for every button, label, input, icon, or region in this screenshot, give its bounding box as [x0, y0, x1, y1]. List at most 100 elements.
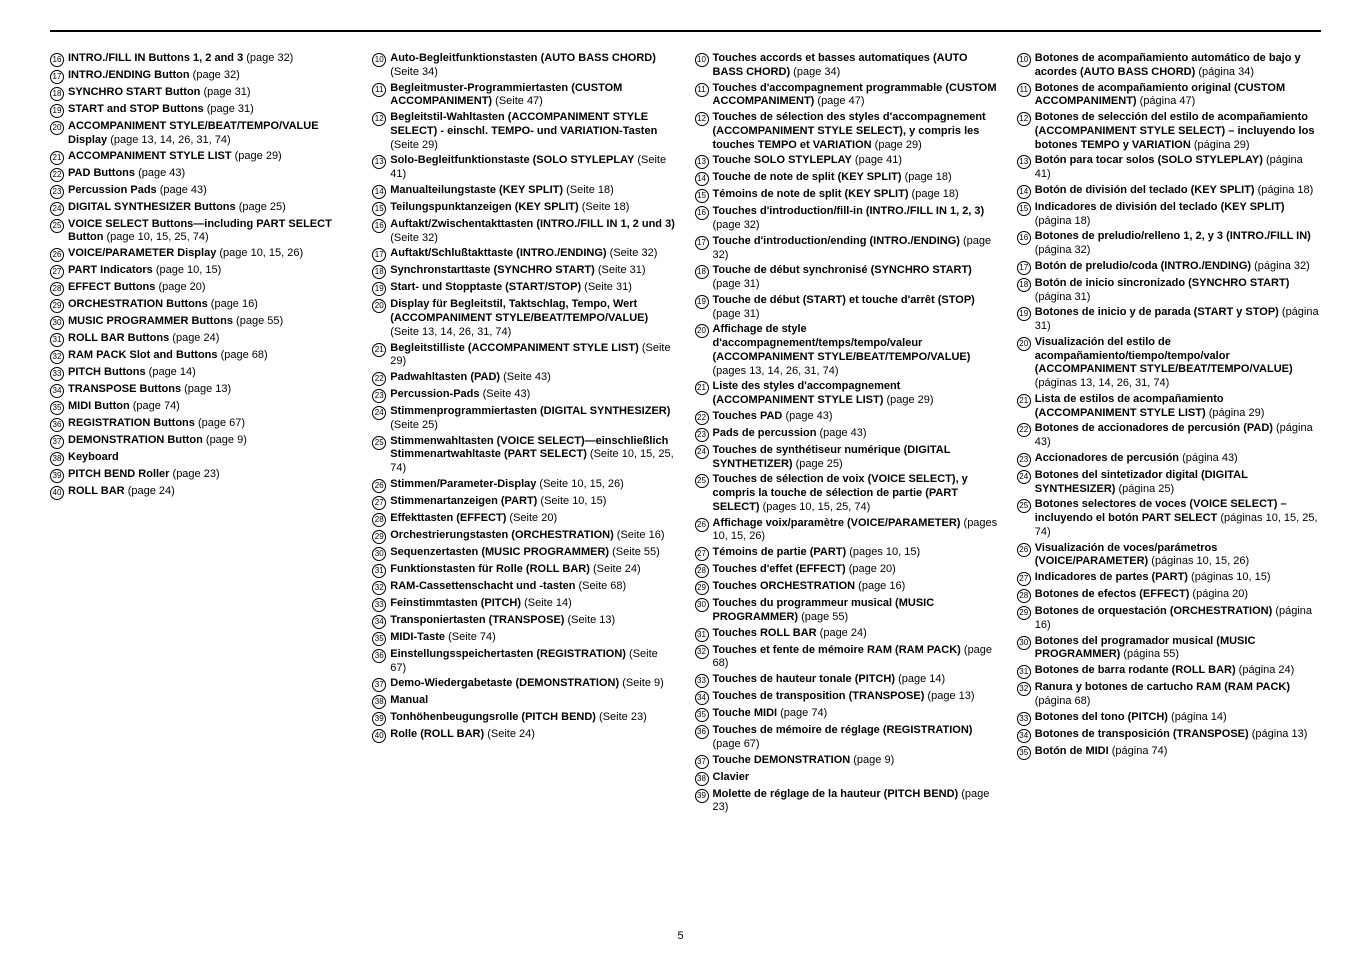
item-text: Botón de división del teclado (KEY SPLIT… — [1035, 184, 1321, 198]
item-text: Botones de transposición (TRANSPOSE) (pá… — [1035, 728, 1321, 742]
item-text: Visualización del estilo de acompañamien… — [1035, 336, 1321, 391]
item-text: Touche de début (START) et touche d'arrê… — [713, 294, 999, 322]
circled-number: 19 — [695, 295, 709, 309]
circled-number: 22 — [50, 168, 64, 182]
item-text: VOICE SELECT Buttons—including PART SELE… — [68, 218, 354, 246]
circled-number: 17 — [50, 70, 64, 84]
list-item: 36REGISTRATION Buttons (page 67) — [50, 417, 354, 432]
column-spanish: 10Botones de acompañamiento automático d… — [1017, 52, 1321, 817]
item-text: Manual — [390, 694, 676, 708]
item-text: Padwahltasten (PAD) (Seite 43) — [390, 371, 676, 385]
circled-number: 27 — [1017, 572, 1031, 586]
circled-number: 13 — [372, 155, 386, 169]
item-text: EFFECT Buttons (page 20) — [68, 281, 354, 295]
list-item: 11Touches d'accompagnement programmable … — [695, 82, 999, 110]
circled-number: 22 — [695, 411, 709, 425]
item-text: Auto-Begleitfunktionstasten (AUTO BASS C… — [390, 52, 676, 80]
list-item: 29Orchestrierungstasten (ORCHESTRATION) … — [372, 529, 676, 544]
circled-number: 21 — [695, 381, 709, 395]
circled-number: 20 — [50, 121, 64, 135]
item-text: Funktionstasten für Rolle (ROLL BAR) (Se… — [390, 563, 676, 577]
circled-number: 23 — [50, 185, 64, 199]
circled-number: 24 — [695, 445, 709, 459]
list-item: 15Témoins de note de split (KEY SPLIT) (… — [695, 188, 999, 203]
list-item: 26Visualización de voces/parámetros (VOI… — [1017, 542, 1321, 570]
item-text: Visualización de voces/parámetros (VOICE… — [1035, 542, 1321, 570]
horizontal-rule — [50, 30, 1321, 32]
list-item: 33Feinstimmtasten (PITCH) (Seite 14) — [372, 597, 676, 612]
list-item: 21Lista de estilos de acompañamiento (AC… — [1017, 393, 1321, 421]
item-text: Effekttasten (EFFECT) (Seite 20) — [390, 512, 676, 526]
circled-number: 35 — [1017, 746, 1031, 760]
item-text: Botones del programador musical (MUSIC P… — [1035, 635, 1321, 663]
list-item: 38 Keyboard — [50, 451, 354, 466]
circled-number: 20 — [1017, 337, 1031, 351]
item-text: Témoins de note de split (KEY SPLIT) (pa… — [713, 188, 999, 202]
item-text: Botones de selección del estilo de acomp… — [1035, 111, 1321, 152]
item-text: Touches d'effet (EFFECT) (page 20) — [713, 563, 999, 577]
item-text: Touches ROLL BAR (page 24) — [713, 627, 999, 641]
item-text: ROLL BAR (page 24) — [68, 485, 354, 499]
circled-number: 19 — [1017, 307, 1031, 321]
list-item: 10Botones de acompañamiento automático d… — [1017, 52, 1321, 80]
circled-number: 24 — [372, 406, 386, 420]
item-text: Botones de barra rodante (ROLL BAR) (pág… — [1035, 664, 1321, 678]
circled-number: 33 — [1017, 712, 1031, 726]
item-text: Botones de inicio y de parada (START y S… — [1035, 306, 1321, 334]
item-text: Botones de accionadores de percusión (PA… — [1035, 422, 1321, 450]
item-text: Indicadores de partes (PART) (páginas 10… — [1035, 571, 1321, 585]
circled-number: 31 — [372, 564, 386, 578]
list-item: 31Botones de barra rodante (ROLL BAR) (p… — [1017, 664, 1321, 679]
item-text: Touche de note de split (KEY SPLIT) (pag… — [713, 171, 999, 185]
list-item: 12Begleitstil-Wahltasten (ACCOMPANIMENT … — [372, 111, 676, 152]
circled-number: 22 — [1017, 423, 1031, 437]
list-item: 13Botón para tocar solos (SOLO STYLEPLAY… — [1017, 154, 1321, 182]
item-text: ROLL BAR Buttons (page 24) — [68, 332, 354, 346]
circled-number: 25 — [50, 219, 64, 233]
item-text: Keyboard — [68, 451, 354, 465]
list-item: 34Touches de transposition (TRANSPOSE) (… — [695, 690, 999, 705]
item-text: Touches de transposition (TRANSPOSE) (pa… — [713, 690, 999, 704]
circled-number: 37 — [695, 755, 709, 769]
list-item: 14 Botón de división del teclado (KEY SPL… — [1017, 184, 1321, 199]
circled-number: 16 — [372, 219, 386, 233]
item-text: Botones de orquestación (ORCHESTRATION) … — [1035, 605, 1321, 633]
circled-number: 18 — [1017, 278, 1031, 292]
item-text: Orchestrierungstasten (ORCHESTRATION) (S… — [390, 529, 676, 543]
circled-number: 34 — [1017, 729, 1031, 743]
circled-number: 23 — [695, 428, 709, 442]
list-item: 33PITCH Buttons (page 14) — [50, 366, 354, 381]
item-text: Tonhöhenbeugungsrolle (PITCH BEND) (Seit… — [390, 711, 676, 725]
list-item: 23Percussion-Pads (Seite 43) — [372, 388, 676, 403]
item-text: Botón para tocar solos (SOLO STYLEPLAY) … — [1035, 154, 1321, 182]
circled-number: 21 — [372, 343, 386, 357]
list-item: 19 Botones de inicio y de parada (START y… — [1017, 306, 1321, 334]
column-english: 16INTRO./FILL IN Buttons 1, 2 and 3 (pag… — [50, 52, 354, 817]
list-item: 11Botones de acompañamiento original (CU… — [1017, 82, 1321, 110]
list-item: 35Touche MIDI (page 74) — [695, 707, 999, 722]
item-text: Botón de inicio sincronizado (SYNCHRO ST… — [1035, 277, 1321, 305]
circled-number: 38 — [50, 452, 64, 466]
item-text: Touche de début synchronisé (SYNCHRO STA… — [713, 264, 999, 292]
circled-number: 34 — [50, 384, 64, 398]
item-text: Touches accords et basses automatiques (… — [713, 52, 999, 80]
item-text: RAM PACK Slot and Buttons (page 68) — [68, 349, 354, 363]
circled-number: 38 — [372, 695, 386, 709]
list-item: 30Botones del programador musical (MUSIC… — [1017, 635, 1321, 663]
list-item: 17Botón de preludio/coda (INTRO./ENDING)… — [1017, 260, 1321, 275]
circled-number: 29 — [50, 299, 64, 313]
column-french: 10Touches accords et basses automatiques… — [695, 52, 999, 817]
list-item: 21Begleitstilliste (ACCOMPANIMENT STYLE … — [372, 342, 676, 370]
circled-number: 14 — [1017, 185, 1031, 199]
item-text: Manualteilungstaste (KEY SPLIT) (Seite 1… — [390, 184, 676, 198]
list-item: 11Begleitmuster-Programmiertasten (CUSTO… — [372, 82, 676, 110]
item-text: Touches de sélection des styles d'accomp… — [713, 111, 999, 152]
list-item: 27 Indicadores de partes (PART) (páginas … — [1017, 571, 1321, 586]
item-text: Touches ORCHESTRATION (page 16) — [713, 580, 999, 594]
list-item: 19START and STOP Buttons (page 31) — [50, 103, 354, 118]
circled-number: 36 — [695, 725, 709, 739]
circled-number: 30 — [695, 598, 709, 612]
item-text: DIGITAL SYNTHESIZER Buttons (page 25) — [68, 201, 354, 215]
circled-number: 31 — [50, 333, 64, 347]
list-item: 39Tonhöhenbeugungsrolle (PITCH BEND) (Se… — [372, 711, 676, 726]
